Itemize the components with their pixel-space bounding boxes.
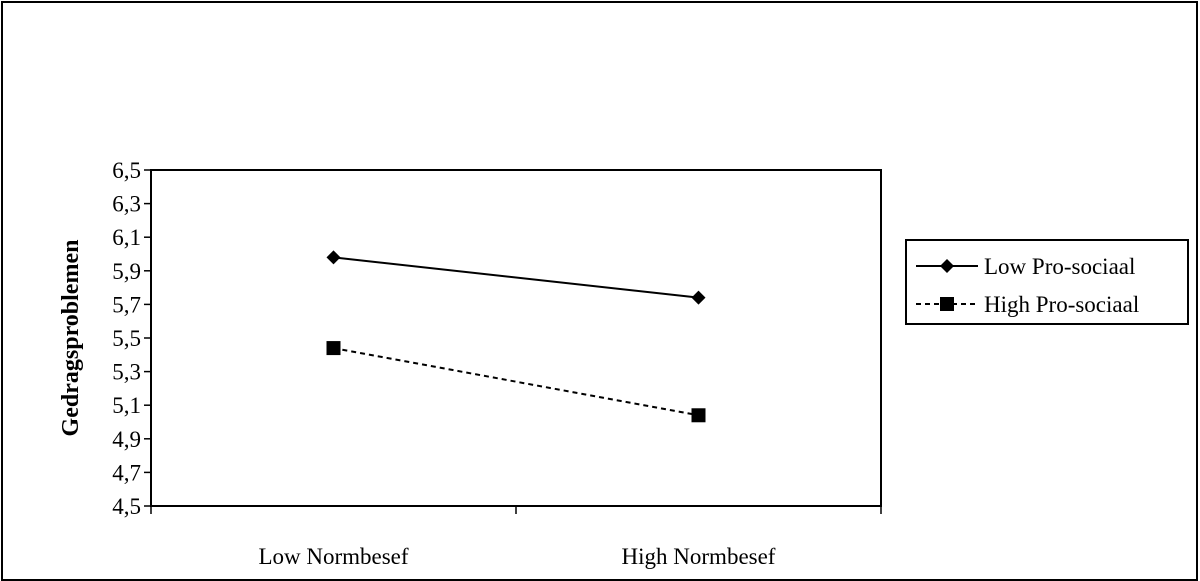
legend-label: Low Pro-sociaal: [984, 254, 1135, 279]
y-tick-label: 6,1: [112, 225, 141, 250]
data-point: [691, 408, 706, 423]
y-tick-label: 6,3: [112, 192, 141, 217]
y-tick-label: 5,5: [112, 326, 141, 351]
x-axis: Low Normbesef High Normbesef: [150, 506, 882, 569]
y-tick-label: 5,7: [112, 292, 141, 317]
y-tick-label: 4,9: [112, 427, 141, 452]
plot-area: [150, 169, 882, 507]
x-tick-label: High Normbesef: [622, 544, 776, 569]
data-point: [326, 250, 341, 265]
x-tick-label: Low Normbesef: [258, 544, 408, 569]
y-axis: 4,5 4,7 4,9 5,1 5,3 5,5 5,7 5,9 6,1 6,3 6,5: [112, 158, 151, 519]
series-layer: [326, 250, 706, 423]
y-tick-label: 5,9: [112, 259, 141, 284]
y-tick-label: 6,5: [112, 158, 141, 183]
series-line: [333, 256, 699, 299]
data-point: [691, 290, 706, 305]
legend-marker: [940, 297, 954, 311]
y-tick-label: 4,7: [112, 460, 141, 485]
y-tick-label: 4,5: [112, 494, 141, 519]
legend-item: Low Pro-sociaal: [916, 254, 1135, 279]
legend-marker: [940, 259, 954, 273]
data-point: [326, 341, 341, 356]
series-1: [326, 250, 706, 305]
y-tick-label: 5,3: [112, 360, 141, 385]
y-tick-label: 5,1: [112, 393, 141, 418]
legend-label: High Pro-sociaal: [984, 292, 1139, 317]
legend: Low Pro-sociaal High Pro-sociaal: [905, 239, 1189, 325]
plot-border: [150, 169, 882, 507]
series-line: [333, 347, 699, 417]
legend-item: High Pro-sociaal: [916, 292, 1139, 317]
y-axis-label: Gedragsproblemen: [58, 240, 84, 437]
series-2: [326, 341, 706, 423]
